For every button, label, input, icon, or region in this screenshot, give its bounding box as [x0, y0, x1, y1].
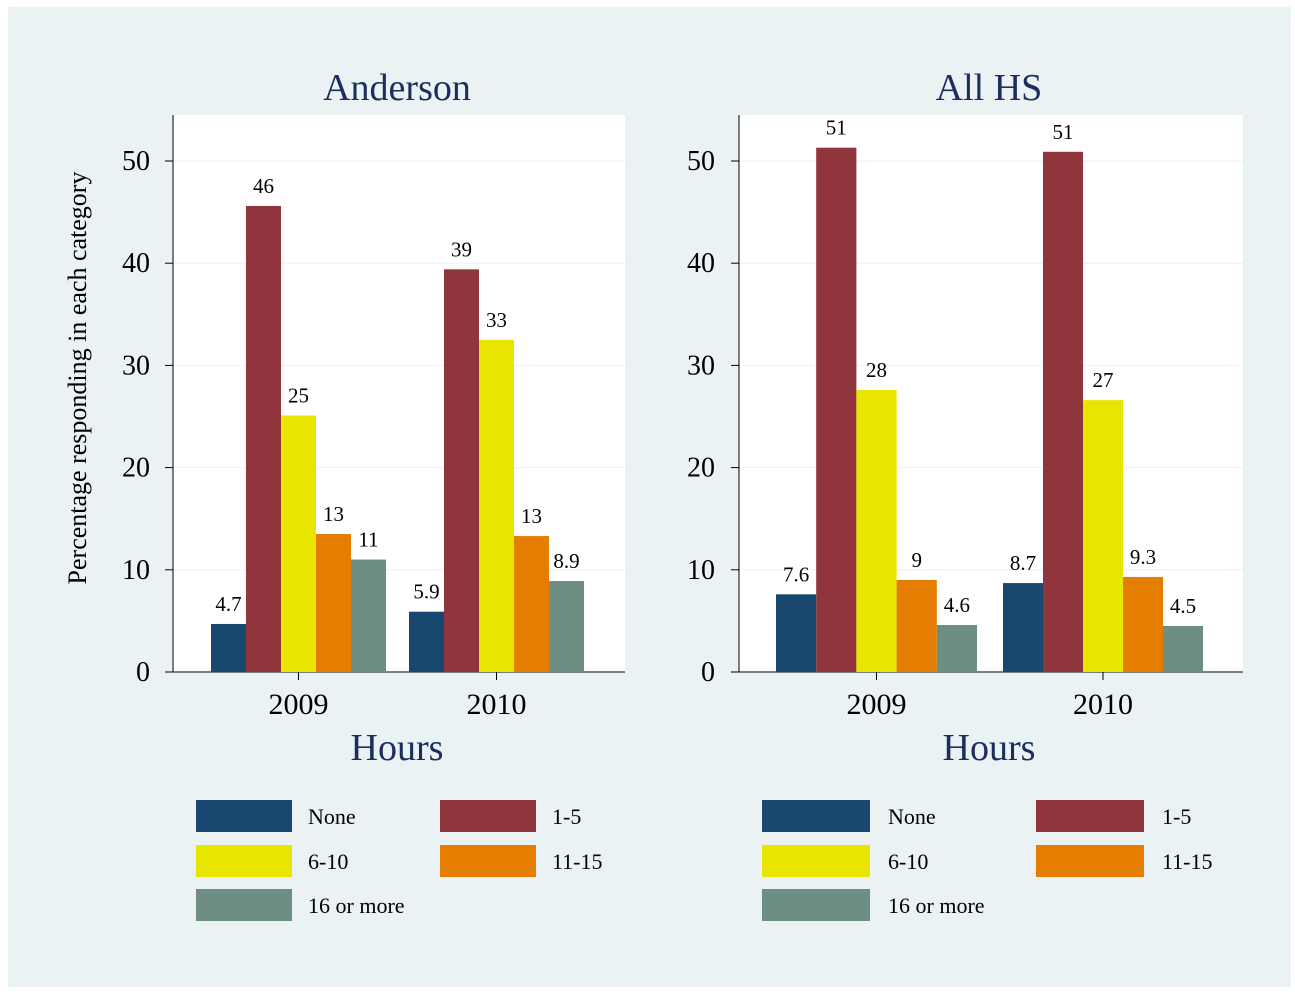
y-tick-label: 50: [122, 146, 150, 177]
data-label: 27: [1093, 368, 1114, 392]
legend-label: 11-15: [1162, 849, 1213, 874]
data-label: 5.9: [413, 580, 439, 604]
y-tick-label: 30: [687, 350, 715, 381]
data-label: 4.6: [944, 593, 970, 617]
legend-swatch: [196, 800, 292, 832]
y-tick-label: 20: [687, 453, 715, 484]
bar: [1163, 626, 1203, 672]
bar: [549, 581, 584, 672]
data-label: 13: [323, 502, 344, 526]
data-label: 13: [521, 504, 542, 528]
legend-swatch: [762, 800, 870, 832]
y-tick-label: 50: [687, 146, 715, 177]
legend-swatch: [1036, 800, 1144, 832]
legend-label: 16 or more: [888, 893, 985, 918]
y-tick-label: 0: [136, 657, 150, 688]
data-label: 7.6: [783, 562, 809, 586]
bar: [776, 594, 817, 672]
bar: [479, 339, 514, 672]
data-label: 39: [451, 237, 472, 261]
data-label: 9.3: [1130, 545, 1156, 569]
y-tick-label: 40: [687, 248, 715, 279]
data-label: 25: [288, 383, 309, 407]
bar: [856, 389, 897, 672]
data-label: 46: [253, 174, 274, 198]
legend-swatch: [196, 889, 292, 921]
legend-swatch: [440, 800, 536, 832]
legend-label: 16 or more: [308, 893, 405, 918]
y-tick-label: 10: [687, 555, 715, 586]
bar: [281, 415, 316, 672]
plot-area: [739, 115, 1243, 672]
bar: [316, 534, 351, 672]
bar: [409, 611, 444, 672]
bar: [351, 559, 386, 672]
y-tick-label: 40: [122, 248, 150, 279]
y-tick-label: 10: [122, 555, 150, 586]
data-label: 8.7: [1010, 551, 1036, 575]
data-label: 9: [911, 548, 922, 572]
data-label: 51: [1053, 120, 1074, 144]
bar: [1123, 576, 1163, 672]
chart-title: Anderson: [323, 67, 471, 109]
y-tick-label: 30: [122, 350, 150, 381]
chart-title: All HS: [936, 67, 1043, 109]
bar: [1083, 400, 1123, 672]
legend-label: 6-10: [308, 849, 348, 874]
bar: [246, 205, 281, 672]
data-label: 51: [826, 116, 847, 140]
x-tick-label: 2010: [1073, 688, 1133, 721]
data-label: 11: [358, 528, 378, 552]
legend-swatch: [1036, 845, 1144, 877]
legend-swatch: [762, 845, 870, 877]
data-label: 8.9: [553, 549, 579, 573]
data-label: 28: [866, 358, 887, 382]
y-tick-label: 0: [701, 657, 715, 688]
x-tick-label: 2009: [847, 688, 907, 721]
data-label: 33: [486, 308, 507, 332]
bar: [816, 147, 857, 672]
legend-label: 11-15: [552, 849, 603, 874]
x-tick-label: 2009: [269, 688, 329, 721]
x-axis-label: Hours: [351, 727, 444, 769]
legend-label: 1-5: [552, 804, 581, 829]
legend-label: None: [888, 804, 936, 829]
y-axis-label: Percentage responding in each category: [63, 172, 92, 585]
bar: [1043, 151, 1083, 672]
legend-swatch: [196, 845, 292, 877]
legend-label: 6-10: [888, 849, 928, 874]
bar: [936, 624, 977, 672]
bar: [211, 623, 246, 672]
x-tick-label: 2010: [467, 688, 527, 721]
data-label: 4.5: [1170, 594, 1196, 618]
bar: [514, 536, 549, 672]
bar: [444, 269, 479, 672]
data-label: 4.7: [215, 592, 241, 616]
legend-label: None: [308, 804, 356, 829]
y-tick-label: 20: [122, 453, 150, 484]
legend-swatch: [762, 889, 870, 921]
x-axis-label: Hours: [943, 727, 1036, 769]
legend-swatch: [440, 845, 536, 877]
bar: [1003, 583, 1043, 672]
bar: [896, 580, 937, 672]
legend-label: 1-5: [1162, 804, 1191, 829]
